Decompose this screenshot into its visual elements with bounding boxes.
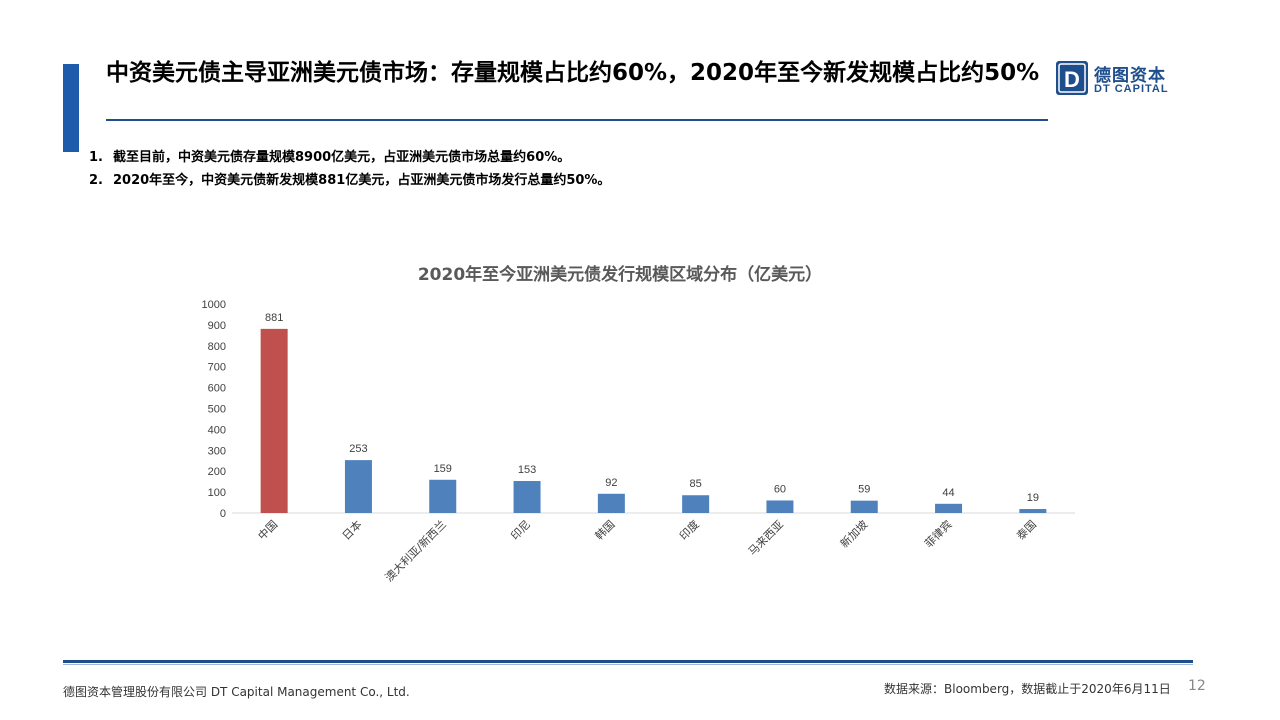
bar bbox=[935, 503, 963, 513]
title-accent-bar bbox=[63, 64, 79, 152]
bar bbox=[1019, 509, 1047, 513]
bar bbox=[682, 495, 710, 513]
x-category-label: 马来西亚 bbox=[746, 518, 786, 558]
page-title: 中资美元债主导亚洲美元债市场：存量规模占比约60%，2020年至今新发规模占比约… bbox=[106, 60, 1040, 86]
summary-item: 2. 2020年至今，中资美元债新发规模881亿美元，占亚洲美元债市场发行总量约… bbox=[89, 169, 610, 192]
y-tick-label: 100 bbox=[208, 487, 226, 499]
y-tick-label: 700 bbox=[208, 362, 226, 374]
y-tick-label: 300 bbox=[208, 445, 226, 457]
bar-data-label: 19 bbox=[1027, 492, 1039, 504]
footer-company: 德图资本管理股份有限公司 DT Capital Management Co., … bbox=[63, 685, 410, 699]
footer-source: 数据来源：Bloomberg，数据截止于2020年6月11日 bbox=[884, 682, 1171, 696]
bar-data-label: 60 bbox=[774, 483, 786, 495]
bar-data-label: 44 bbox=[942, 487, 954, 499]
bar bbox=[850, 500, 878, 513]
bar-data-label: 153 bbox=[518, 464, 536, 476]
y-tick-label: 0 bbox=[220, 508, 226, 520]
y-tick-label: 600 bbox=[208, 383, 226, 395]
title-divider bbox=[106, 119, 1048, 121]
x-category-label: 新加坡 bbox=[837, 517, 870, 550]
x-category-label: 日本 bbox=[339, 517, 364, 542]
company-logo: D 德图资本 DT CAPITAL bbox=[1056, 61, 1186, 97]
bar bbox=[260, 328, 288, 513]
bar bbox=[766, 500, 794, 513]
x-category-label: 韩国 bbox=[592, 517, 617, 542]
y-tick-label: 900 bbox=[208, 320, 226, 332]
footer-divider-thin bbox=[63, 664, 1193, 665]
bar-data-label: 92 bbox=[605, 477, 617, 489]
footer-divider bbox=[63, 660, 1193, 663]
x-category-label: 中国 bbox=[256, 518, 281, 543]
x-category-label: 印度 bbox=[676, 517, 701, 542]
y-tick-label: 200 bbox=[208, 466, 226, 478]
summary-item-text: 截至目前，中资美元债存量规模8900亿美元，占亚洲美元债市场总量约60%。 bbox=[113, 150, 571, 165]
chart-title: 2020年至今亚洲美元债发行规模区域分布（亿美元） bbox=[418, 264, 822, 285]
dt-logo-icon: D bbox=[1056, 61, 1088, 95]
summary-list: 1. 截至目前，中资美元债存量规模8900亿美元，占亚洲美元债市场总量约60%。… bbox=[89, 146, 610, 192]
bar bbox=[597, 493, 625, 513]
summary-item: 1. 截至目前，中资美元债存量规模8900亿美元，占亚洲美元债市场总量约60%。 bbox=[89, 146, 610, 169]
x-category-label: 印尼 bbox=[508, 518, 533, 543]
logo-mark-letter: D bbox=[1064, 67, 1080, 92]
bar bbox=[513, 481, 541, 513]
y-tick-label: 400 bbox=[208, 424, 226, 436]
bar bbox=[344, 460, 372, 513]
x-category-label: 泰国 bbox=[1014, 517, 1039, 542]
logo-name-en: DT CAPITAL bbox=[1094, 83, 1169, 95]
summary-item-number: 1. bbox=[89, 150, 103, 165]
x-category-label: 澳大利亚/新西兰 bbox=[382, 517, 449, 584]
bar-data-label: 159 bbox=[434, 463, 452, 475]
bar-data-label: 253 bbox=[349, 443, 367, 455]
bar bbox=[429, 479, 457, 513]
y-tick-label: 1000 bbox=[202, 299, 226, 311]
bar-chart-canvas: 2020年至今亚洲美元债发行规模区域分布（亿美元） 0 100 200 300 400 50… bbox=[202, 264, 1075, 584]
y-tick-label: 800 bbox=[208, 341, 226, 353]
bar-chart: 2020年至今亚洲美元债发行规模区域分布（亿美元） 0 100 200 300 400 50… bbox=[190, 256, 1090, 616]
summary-item-number: 2. bbox=[89, 173, 103, 188]
page-number: 12 bbox=[1188, 678, 1206, 694]
summary-item-text: 2020年至今，中资美元债新发规模881亿美元，占亚洲美元债市场发行总量约50%… bbox=[113, 173, 611, 188]
bar-data-label: 59 bbox=[858, 484, 870, 496]
logo-name-cn: 德图资本 bbox=[1094, 66, 1166, 86]
bar-data-label: 85 bbox=[690, 478, 702, 490]
y-tick-label: 500 bbox=[208, 404, 226, 416]
bar-data-label: 881 bbox=[265, 312, 283, 324]
x-category-label: 菲律宾 bbox=[921, 517, 954, 550]
